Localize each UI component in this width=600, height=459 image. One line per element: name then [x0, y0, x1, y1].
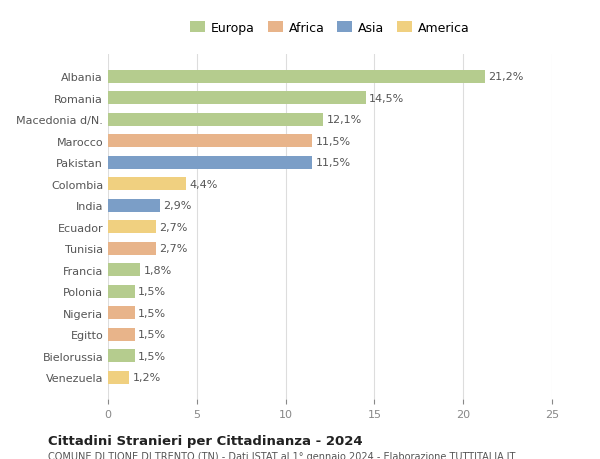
Bar	[108, 242, 156, 255]
Text: 2,7%: 2,7%	[160, 244, 188, 254]
Text: 1,5%: 1,5%	[138, 330, 166, 339]
Text: 1,5%: 1,5%	[138, 351, 166, 361]
Bar	[108, 328, 134, 341]
Bar	[108, 307, 134, 319]
Bar	[108, 285, 134, 298]
Bar	[108, 178, 186, 191]
Text: COMUNE DI TIONE DI TRENTO (TN) - Dati ISTAT al 1° gennaio 2024 - Elaborazione TU: COMUNE DI TIONE DI TRENTO (TN) - Dati IS…	[48, 451, 515, 459]
Text: 2,7%: 2,7%	[160, 222, 188, 232]
Bar	[108, 221, 156, 234]
Text: 2,9%: 2,9%	[163, 201, 191, 211]
Text: 14,5%: 14,5%	[369, 94, 404, 104]
Bar	[108, 157, 312, 169]
Text: Cittadini Stranieri per Cittadinanza - 2024: Cittadini Stranieri per Cittadinanza - 2…	[48, 434, 362, 447]
Text: 21,2%: 21,2%	[488, 72, 523, 82]
Bar	[108, 135, 312, 148]
Bar	[108, 199, 160, 212]
Bar	[108, 349, 134, 362]
Text: 4,4%: 4,4%	[190, 179, 218, 189]
Text: 1,2%: 1,2%	[133, 372, 161, 382]
Bar	[108, 113, 323, 127]
Text: 1,5%: 1,5%	[138, 308, 166, 318]
Text: 1,8%: 1,8%	[143, 265, 172, 275]
Legend: Europa, Africa, Asia, America: Europa, Africa, Asia, America	[185, 17, 475, 39]
Text: 11,5%: 11,5%	[316, 136, 351, 146]
Bar	[108, 371, 130, 384]
Bar	[108, 263, 140, 276]
Bar	[108, 71, 485, 84]
Text: 11,5%: 11,5%	[316, 158, 351, 168]
Text: 12,1%: 12,1%	[326, 115, 362, 125]
Text: 1,5%: 1,5%	[138, 286, 166, 297]
Bar	[108, 92, 365, 105]
